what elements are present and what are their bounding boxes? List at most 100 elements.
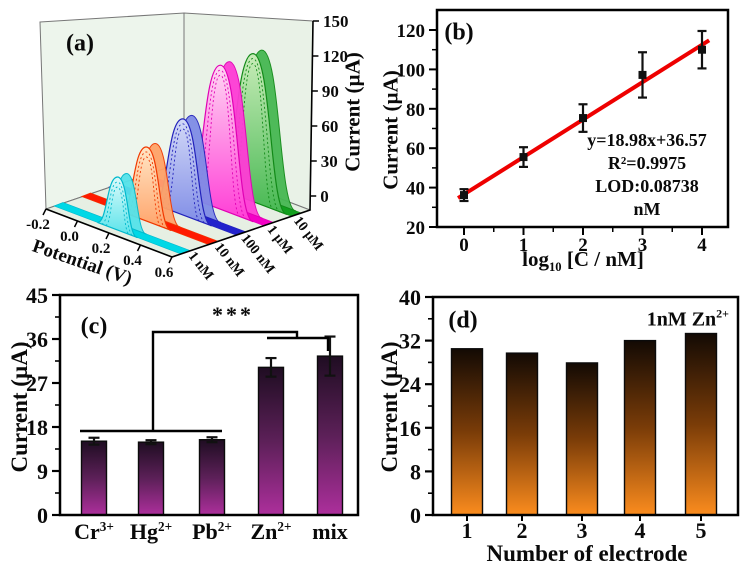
text-shape: 36 [26, 327, 48, 352]
panel-d-letter: (d) [448, 307, 478, 334]
line-shape [42, 208, 47, 216]
text-shape: 1 nM [185, 249, 216, 283]
text-shape: 150 [323, 12, 349, 31]
superscript: 2+ [158, 518, 173, 534]
text-shape: 100 [397, 60, 426, 81]
text-shape: 10 nM [211, 240, 247, 280]
bar-0 [80, 440, 108, 516]
panel-d-x-axis-title: Number of electrode [486, 541, 688, 566]
rect-shape [460, 191, 468, 200]
data-point-1 [519, 146, 528, 169]
data-point-2 [578, 103, 588, 133]
path-shape [105, 186, 130, 235]
bar-2 [198, 439, 226, 516]
text-shape: 3 [638, 235, 648, 256]
electrode-label-2: 2 [516, 518, 528, 543]
path-shape [101, 181, 134, 237]
panel-c-plot: 0 9 18 27 36 45 [26, 285, 360, 528]
panel-b-y-axis-title: Current (µA) [378, 70, 403, 190]
superscript: 3+ [99, 518, 114, 534]
category-label-mix: mix [312, 519, 348, 544]
panel-a-z-axis-title: Current (µA) [340, 52, 365, 172]
text-shape: 120 [322, 47, 348, 66]
text-shape: 30 [321, 152, 338, 171]
electrode-label-5: 5 [695, 518, 707, 543]
panel-d-reproducibility: 0 8 16 24 32 40 (d) Current (µA) Number of el… [375, 285, 750, 571]
line-shape [168, 256, 173, 264]
panel-d-plot: 0 8 16 24 32 40 [399, 285, 740, 528]
line-shape [73, 220, 79, 228]
bar-4 [316, 355, 344, 516]
bar-3 [623, 339, 657, 516]
ribbon-1nM [53, 172, 191, 255]
text-shape: 1 µM [264, 223, 295, 257]
text-shape: 2 [578, 235, 588, 256]
error-bar-0 [88, 436, 100, 446]
bar-2 [565, 362, 599, 516]
panel-a-3d-waterfall: 0 30 60 90 120 150 -0.2 0.0 0.2 0.4 0.6 1 nM 10 nM 10… [0, 0, 375, 289]
data-point-4 [697, 29, 707, 70]
text-shape: 32 [399, 329, 421, 354]
text-shape: 24 [399, 372, 421, 397]
line-shape [136, 244, 142, 252]
significance-stars: *** [212, 302, 254, 327]
category-label-Hg: Hg2+ [129, 518, 173, 545]
text-shape: 0.2 [92, 241, 111, 257]
panel-c-letter: (c) [80, 313, 108, 340]
text-shape: 0 [410, 503, 421, 528]
bar-1 [137, 441, 165, 516]
significance-bracket [80, 330, 330, 433]
text-shape: 27 [26, 371, 48, 396]
text-shape: 60 [406, 139, 425, 160]
text-shape: 18 [26, 415, 48, 440]
text-shape: 40 [406, 179, 425, 200]
path-shape [225, 58, 281, 213]
bar-3 [257, 366, 285, 516]
fit-r-squared: R²=0.9975 [607, 153, 687, 173]
bar-4 [684, 332, 718, 516]
line-shape [105, 232, 110, 240]
fit-lod: LOD:0.08738 nM [595, 176, 699, 219]
text-shape: 9 [37, 459, 48, 484]
panel-b-x-axis-title: log10 [C / nM] [522, 246, 644, 275]
text-shape: 40 [399, 285, 421, 310]
panel-d-annotation: 1nM Zn2+ [646, 306, 729, 331]
panel-b-calibration: 20 40 60 80 100 120 0 1 2 3 4 (b) Current (µA) log… [375, 0, 750, 285]
panel-a-letter: (a) [66, 30, 94, 57]
rect-shape [698, 45, 706, 54]
electrode-label-3: 3 [576, 518, 588, 543]
superscript: 2+ [277, 518, 292, 534]
rect-shape [579, 114, 587, 123]
data-point-3 [638, 51, 647, 99]
text-shape: 1 [519, 235, 529, 256]
electrode-label-4: 4 [634, 518, 646, 543]
bar-0 [450, 348, 484, 516]
panel-b-fit-annotation: y=18.98x+36.57 R²=0.9975 LOD:0.08738 nM [587, 129, 707, 221]
text-shape: 0.0 [60, 229, 79, 245]
text-shape: -0.2 [26, 217, 50, 233]
error-bar-1 [145, 439, 157, 446]
panel-d-y-axis-title: Current (µA) [377, 341, 402, 473]
data-point-0 [459, 188, 469, 203]
text-shape: 10 µM [290, 214, 326, 254]
panel-c-selectivity: 0 9 18 27 36 45 (c) Current (µA) *** Cr3+ Hg2+… [0, 285, 375, 571]
category-label-Zn: Zn2+ [250, 518, 292, 545]
path-shape [126, 151, 167, 229]
panel-c-y-axis-title: Current (µA) [7, 341, 32, 473]
superscript: 2+ [716, 306, 729, 321]
text-shape: 0 [320, 187, 329, 206]
path-shape [164, 128, 201, 222]
text-shape: 0.4 [123, 253, 142, 269]
text-shape: 90 [322, 82, 339, 101]
fit-equation: y=18.98x+36.57 [587, 130, 707, 150]
text-shape: 0 [459, 235, 469, 256]
text-shape: 20 [406, 218, 425, 239]
rect-shape [638, 70, 647, 79]
rect-shape [519, 153, 528, 162]
text-shape: 4 [697, 235, 707, 256]
bar-1 [505, 352, 539, 516]
text-shape: 8 [410, 459, 421, 484]
category-label-Pb: Pb2+ [192, 518, 232, 545]
error-bar-4 [324, 335, 336, 377]
